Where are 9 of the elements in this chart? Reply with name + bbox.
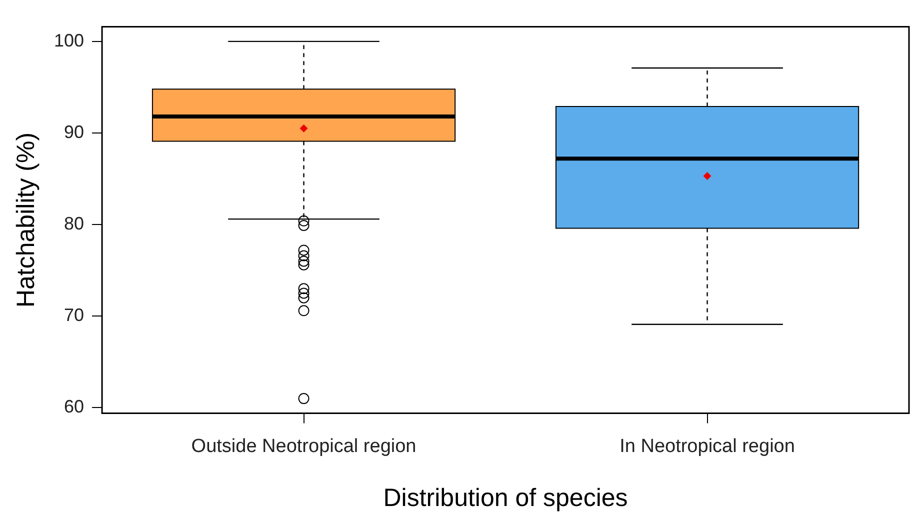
y-axis-title: Hatchability (%) <box>12 132 40 308</box>
y-tick-label: 70 <box>64 305 84 326</box>
x-tick-label: Outside Neotropical region <box>191 436 416 457</box>
y-tick-label: 60 <box>64 396 84 417</box>
y-tick-label: 80 <box>64 214 84 234</box>
x-axis-title: Distribution of species <box>383 484 628 512</box>
x-tick-label: In Neotropical region <box>620 436 795 457</box>
y-tick-label: 100 <box>54 30 84 50</box>
y-tick-label: 90 <box>64 122 84 142</box>
